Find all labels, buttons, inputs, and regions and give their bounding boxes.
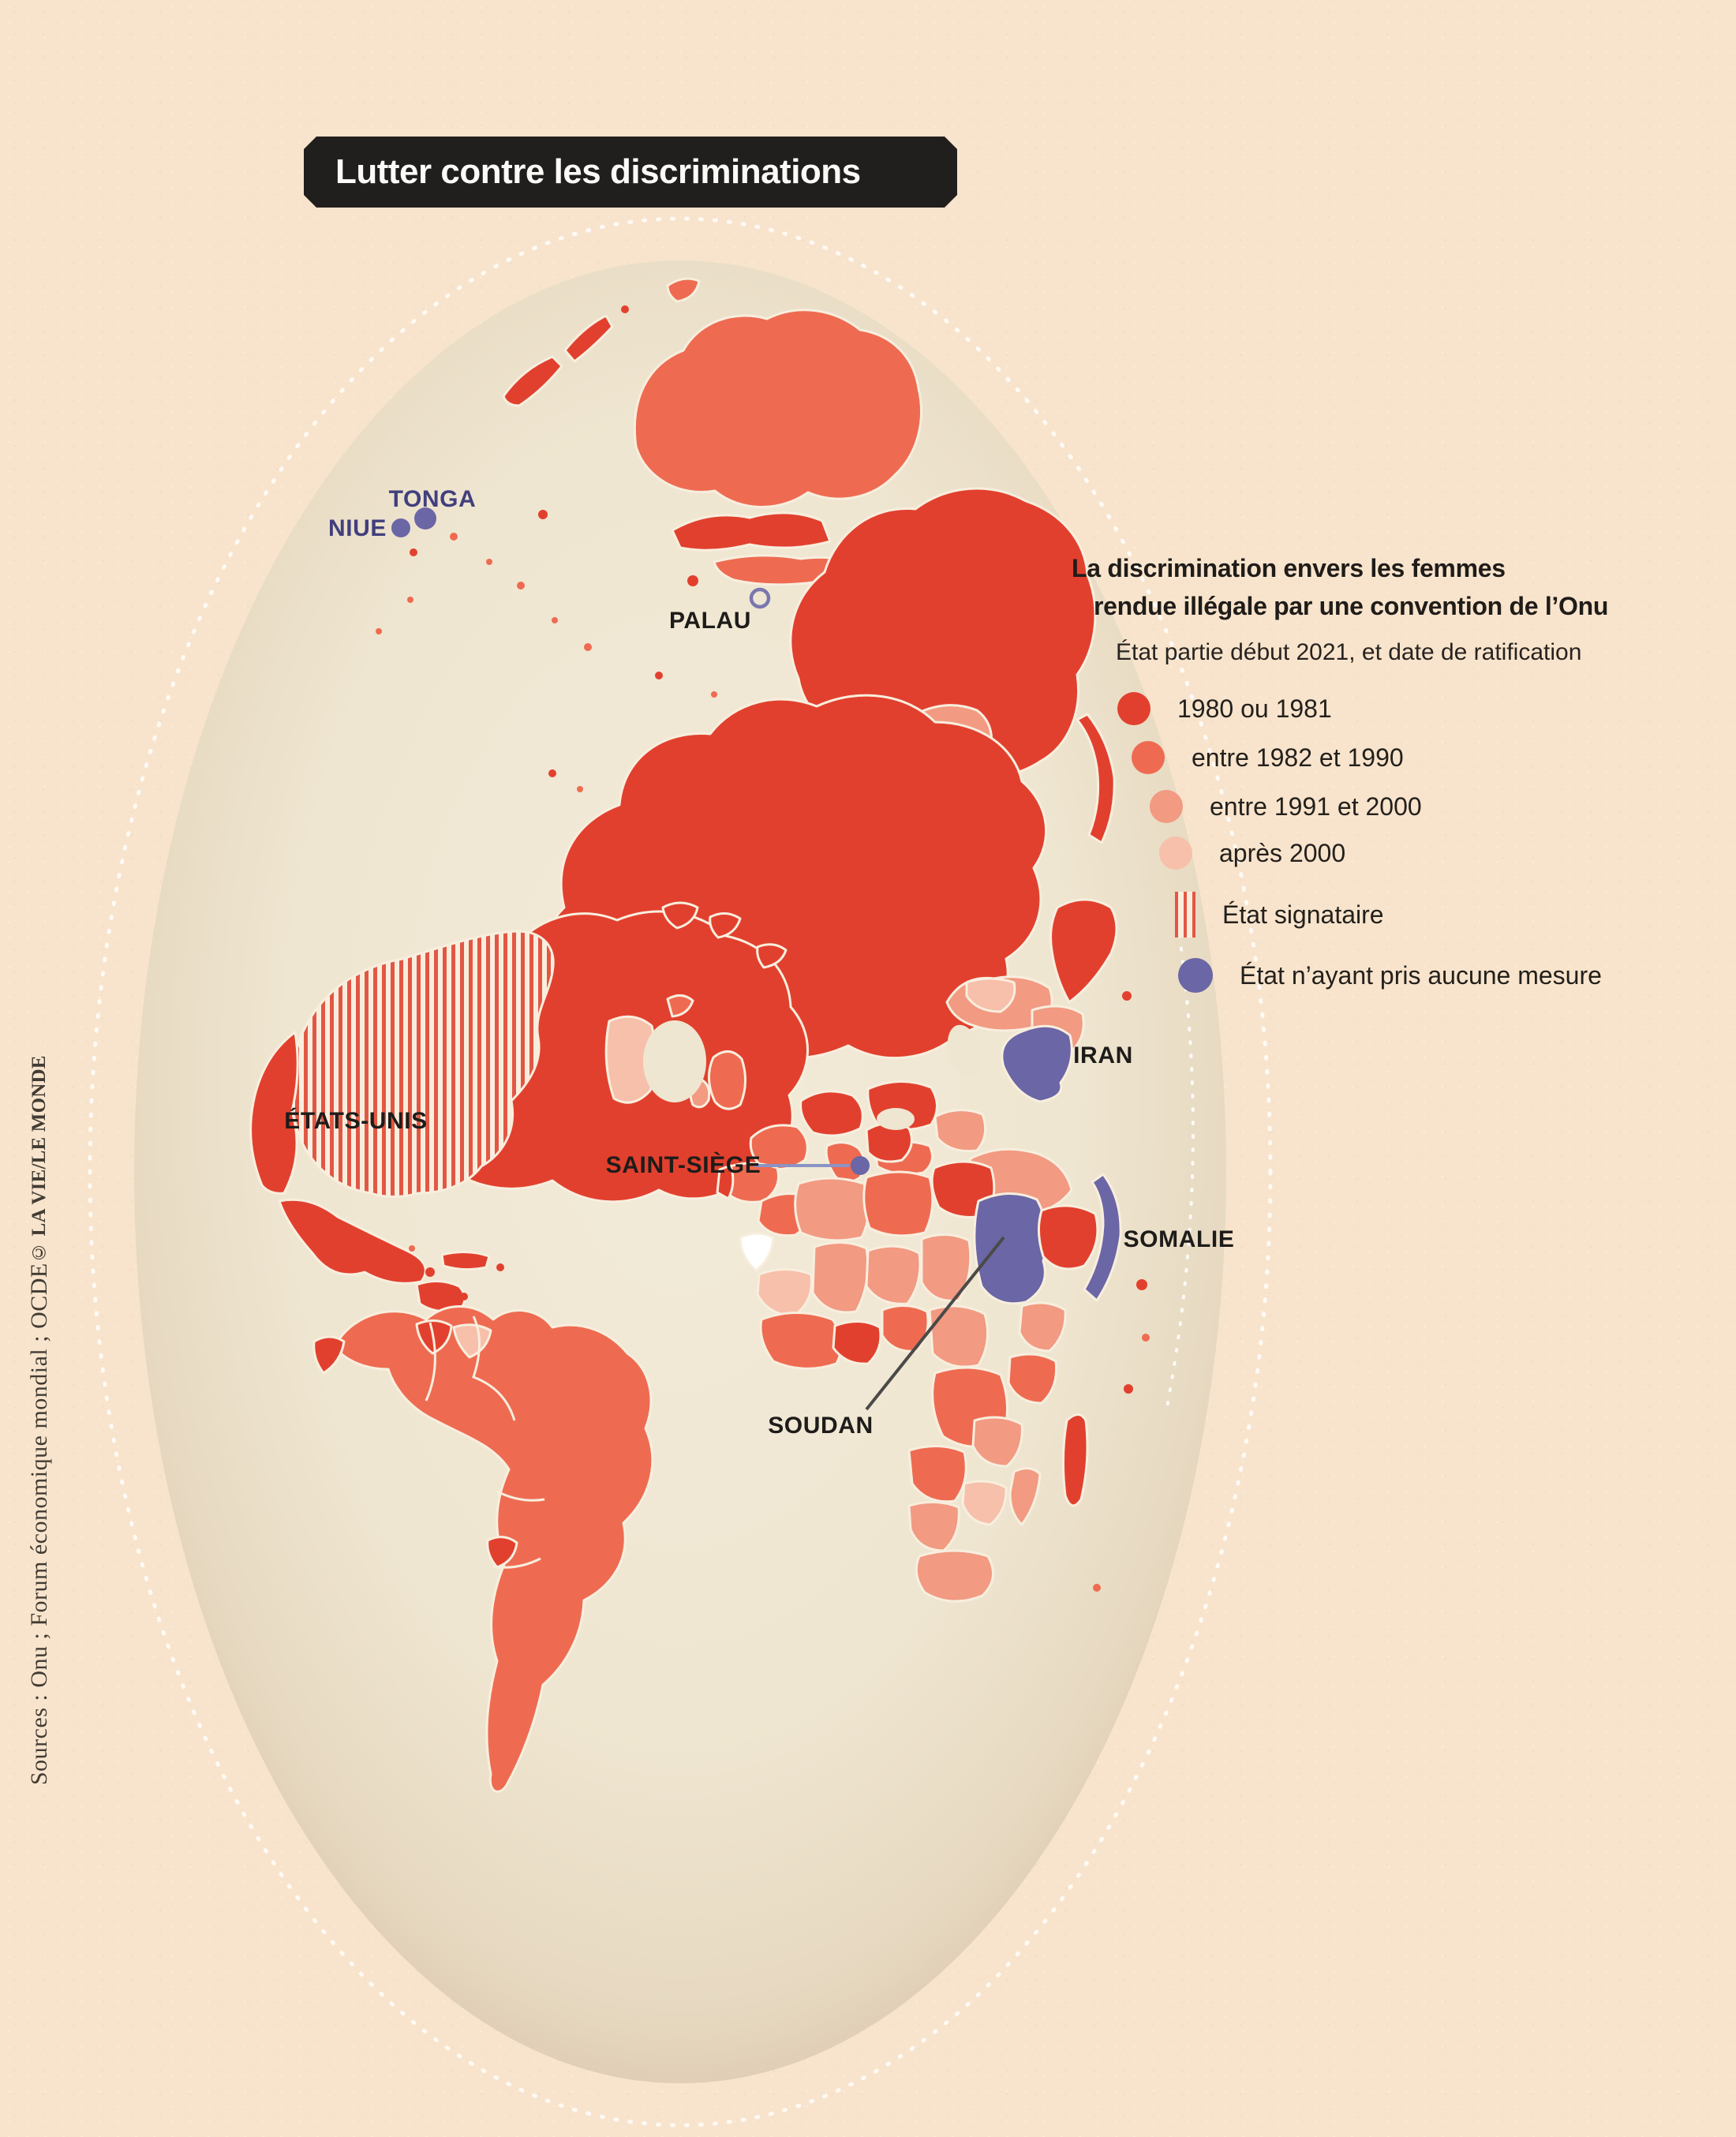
- country-uruguay: [486, 1536, 518, 1569]
- legend-item-1980-1981: 1980 ou 1981: [1117, 684, 1332, 733]
- island-madagascar: [1061, 1413, 1089, 1507]
- country-namibia: [907, 1500, 960, 1552]
- legend-title-line1: La discrimination envers les femmes: [1072, 554, 1506, 582]
- region-central-europe: [799, 1090, 864, 1137]
- country-tanzania: [1007, 1353, 1058, 1405]
- region-west-africa: [759, 1312, 843, 1370]
- region-levant: [933, 1109, 987, 1153]
- title-banner: Lutter contre les discriminations: [304, 137, 957, 208]
- country-south-africa: [915, 1549, 995, 1603]
- region-central-africa: [928, 1304, 990, 1368]
- country-angola: [907, 1444, 967, 1503]
- legend-label: entre 1982 et 1990: [1192, 743, 1404, 772]
- label-saint-siege: SAINT-SIÈGE: [606, 1151, 761, 1178]
- country-western-sahara: [739, 1232, 775, 1272]
- region-alaska-coast: [249, 1031, 299, 1195]
- legend-label: État signataire: [1222, 900, 1384, 929]
- stitch-ring: [88, 216, 1273, 2128]
- legend-label: État n’ayant pris aucune mesure: [1240, 960, 1602, 990]
- country-somalia: [1083, 1173, 1122, 1302]
- label-palau: PALAU: [669, 608, 751, 634]
- label-somalie: SOMALIE: [1124, 1226, 1235, 1252]
- continent-south-america: [333, 1305, 654, 1793]
- label-etats-unis: ÉTATS-UNIS: [284, 1107, 428, 1134]
- country-zambia: [971, 1416, 1023, 1468]
- niue-marker-dot: [391, 518, 410, 537]
- sources-text: Sources : Onu ; Forum économique mondial…: [26, 1263, 52, 1786]
- country-canada: [756, 943, 788, 969]
- legend-dot-1982-1990: [1132, 741, 1165, 774]
- legend-label: 1980 ou 1981: [1177, 694, 1332, 723]
- region-west-africa-coast: [832, 1320, 882, 1365]
- legend-label: entre 1991 et 2000: [1210, 792, 1422, 821]
- saint-siege-marker-dot: [851, 1156, 870, 1175]
- country-nigeria: [881, 1304, 930, 1353]
- island-dots: [376, 533, 1150, 1592]
- island-iceland: [666, 994, 694, 1018]
- country-uk: [708, 1050, 746, 1110]
- hudson-bay: [643, 1020, 706, 1102]
- island-cuba: [440, 1251, 491, 1271]
- legend-title-line2: rendue illégale par une convention de l’…: [1094, 592, 1609, 620]
- label-iran: IRAN: [1073, 1042, 1133, 1068]
- country-algeria: [794, 1177, 870, 1242]
- legend-item-1991-2000: entre 1991 et 2000: [1150, 782, 1422, 831]
- legend-dot-1991-2000: [1150, 790, 1183, 823]
- inner-borders: [425, 1316, 545, 1569]
- country-new-zealand: [502, 355, 563, 407]
- country-libya: [862, 1170, 934, 1237]
- label-tonga: TONGA: [389, 486, 477, 512]
- country-iran: [1001, 1024, 1073, 1103]
- region-central-asia: [965, 977, 1016, 1013]
- country-niger: [865, 1244, 922, 1305]
- country-mexico: [278, 1198, 427, 1285]
- black-sea: [877, 1108, 915, 1130]
- country-japan: [1076, 713, 1116, 844]
- country-france: [749, 1124, 809, 1171]
- sources-credit: Sources : Onu ; Forum économique mondial…: [11, 967, 68, 1874]
- country-sudan: [973, 1192, 1048, 1305]
- country-new-zealand: [563, 314, 614, 363]
- legend-label: après 2000: [1219, 838, 1346, 867]
- label-niue: NIUE: [328, 515, 387, 541]
- countries-layer: [249, 277, 1122, 1793]
- label-soudan: SOUDAN: [768, 1413, 874, 1439]
- soudan-leader-line: [865, 1236, 1005, 1411]
- caspian-sea: [947, 1024, 982, 1078]
- country-canada: [661, 901, 699, 930]
- country-portugal: [716, 1164, 735, 1200]
- country-mali: [811, 1241, 870, 1314]
- country-kenya: [1018, 1301, 1067, 1353]
- country-chad: [920, 1233, 972, 1303]
- country-australia: [633, 309, 922, 508]
- island-new-guinea: [671, 511, 832, 552]
- page-title: Lutter contre les discriminations: [335, 152, 861, 191]
- region-guyanas: [452, 1323, 492, 1359]
- legend-item-1982-1990: entre 1982 et 1990: [1132, 733, 1404, 782]
- legend-dot-1980-1981: [1117, 692, 1150, 725]
- country-mozambique: [1008, 1467, 1042, 1526]
- country-ethiopia: [1038, 1204, 1099, 1271]
- country-canada: [709, 912, 742, 939]
- island-dots: [410, 305, 1147, 1394]
- country-mauritania: [756, 1268, 814, 1318]
- region-iberia: [723, 1162, 780, 1203]
- legend-subtitle: État partie début 2021, et date de ratif…: [1116, 639, 1582, 665]
- country-india: [1049, 898, 1118, 1004]
- tonga-marker-dot: [414, 507, 436, 530]
- country-ecuador: [312, 1335, 346, 1375]
- palau-marker-ring: [749, 587, 771, 609]
- island-tasmania: [666, 277, 701, 303]
- legend-dot-apres-2000: [1159, 836, 1192, 870]
- legend-swatch-stripes: [1175, 892, 1195, 938]
- island-greenland: [604, 1015, 657, 1104]
- legend-item-aucune-mesure: État n’ayant pris aucune mesure: [1178, 951, 1602, 1000]
- legend-item-apres-2000: après 2000: [1159, 829, 1345, 878]
- legend-item-etat-signataire: État signataire: [1175, 890, 1384, 939]
- credit-text: © LA VIE/LE MONDE: [28, 1055, 50, 1263]
- legend-dot-aucune-mesure: [1178, 958, 1213, 993]
- country-botswana: [961, 1480, 1008, 1526]
